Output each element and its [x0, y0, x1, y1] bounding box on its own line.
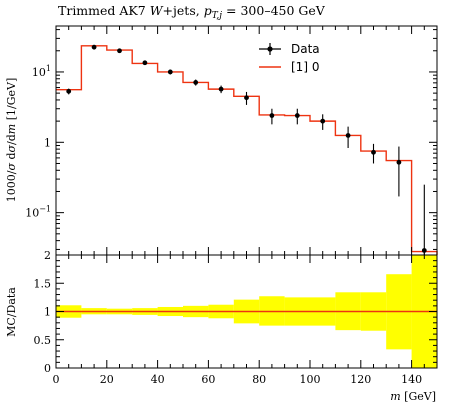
- data-point-marker: [91, 44, 97, 50]
- x-tick-label: 100: [300, 373, 321, 386]
- data-point-marker: [345, 133, 351, 138]
- xlabel-suffix: [GeV]: [401, 390, 436, 403]
- chart-title-pt: p: [204, 3, 212, 18]
- data-point: [396, 146, 402, 197]
- x-tick-label: 40: [151, 373, 165, 386]
- ratio-y-tick-label: 1: [44, 306, 51, 319]
- data-point: [269, 108, 275, 125]
- data-point-marker: [66, 88, 72, 94]
- ylabel-mid2: /d: [5, 134, 18, 145]
- data-point: [244, 91, 249, 105]
- x-axis-label: m [GeV]: [390, 390, 436, 403]
- ratio-y-axis: 0 0.5 1 1.5 2: [34, 249, 437, 375]
- x-tick-label: 0: [53, 373, 60, 386]
- chart-title-suffix: = 300–450 GeV: [222, 3, 326, 18]
- ylabel-suffix: [1/GeV]: [5, 78, 18, 124]
- data-points-series: [66, 44, 427, 255]
- chart-title-prefix: Trimmed AK7: [58, 3, 150, 18]
- chart-title-mid: +jets,: [163, 3, 204, 18]
- data-point-marker: [269, 113, 275, 118]
- data-point: [193, 79, 199, 86]
- data-point: [218, 85, 224, 94]
- data-point: [421, 184, 427, 255]
- data-point: [294, 108, 300, 125]
- x-tick-label: 120: [350, 373, 371, 386]
- data-point: [66, 88, 72, 95]
- legend: Data [1] 0: [259, 42, 320, 74]
- legend-data-label: Data: [291, 42, 320, 56]
- data-point-marker: [142, 60, 148, 66]
- mc-histogram-line: [56, 45, 438, 255]
- data-point-marker: [396, 159, 402, 165]
- main-y-axis-label: 1000/σ dσ/dm [1/GeV]: [5, 78, 18, 203]
- data-point: [167, 69, 173, 75]
- ylabel-prefix: 1000/: [5, 170, 18, 202]
- data-point: [345, 126, 351, 148]
- data-point-marker: [421, 248, 427, 253]
- data-point: [371, 143, 376, 164]
- data-point-marker: [371, 149, 376, 155]
- main-y-tick-exponent: −1: [39, 205, 51, 214]
- data-point-marker: [244, 95, 249, 101]
- chart-title-pt-sub: T,j: [212, 11, 223, 21]
- main-y-tick-exponent: 1: [46, 64, 51, 73]
- data-point: [91, 44, 97, 50]
- main-y-tick-label: 1: [44, 136, 51, 149]
- data-point: [117, 48, 122, 54]
- data-point-marker: [294, 113, 300, 118]
- x-tick-label: 20: [100, 373, 114, 386]
- ratio-x-axis: 0 20 40 60 80 100 120 140: [53, 255, 438, 386]
- main-plot-frame: [55, 25, 438, 256]
- ratio-y-tick-label: 0.5: [34, 334, 52, 347]
- chart-title-w: W: [150, 3, 164, 18]
- main-y-tick-label: 101: [32, 64, 51, 79]
- ratio-y-tick-label: 0: [44, 362, 51, 375]
- legend-data-marker: [267, 46, 273, 52]
- x-tick-label: 60: [201, 373, 215, 386]
- legend-mc-label: [1] 0: [291, 60, 319, 74]
- ratio-y-tick-label: 2: [44, 249, 51, 262]
- xlabel-m: m: [390, 390, 400, 403]
- data-point-marker: [320, 118, 326, 124]
- main-y-tick-label: 10−1: [25, 205, 51, 220]
- data-point-marker: [193, 80, 199, 85]
- data-point: [142, 60, 148, 66]
- chart-title: Trimmed AK7 W+jets, pT,j = 300–450 GeV: [58, 3, 326, 21]
- x-tick-label: 140: [401, 373, 422, 386]
- data-point: [320, 114, 326, 130]
- data-point-marker: [218, 86, 224, 92]
- ylabel-sigma: σ: [5, 163, 18, 171]
- x-tick-label: 80: [252, 373, 266, 386]
- ratio-y-axis-label: MC/Data: [5, 287, 18, 337]
- ratio-y-tick-label: 1.5: [34, 277, 52, 290]
- ylabel-m: m: [5, 124, 18, 134]
- ylabel-mid1: d: [5, 152, 18, 163]
- main-x-ticks: [55, 26, 438, 255]
- data-point-marker: [167, 69, 173, 75]
- mc-histogram-series: [56, 45, 438, 255]
- data-point-marker: [117, 48, 122, 54]
- ylabel-sigma2: σ: [5, 144, 18, 152]
